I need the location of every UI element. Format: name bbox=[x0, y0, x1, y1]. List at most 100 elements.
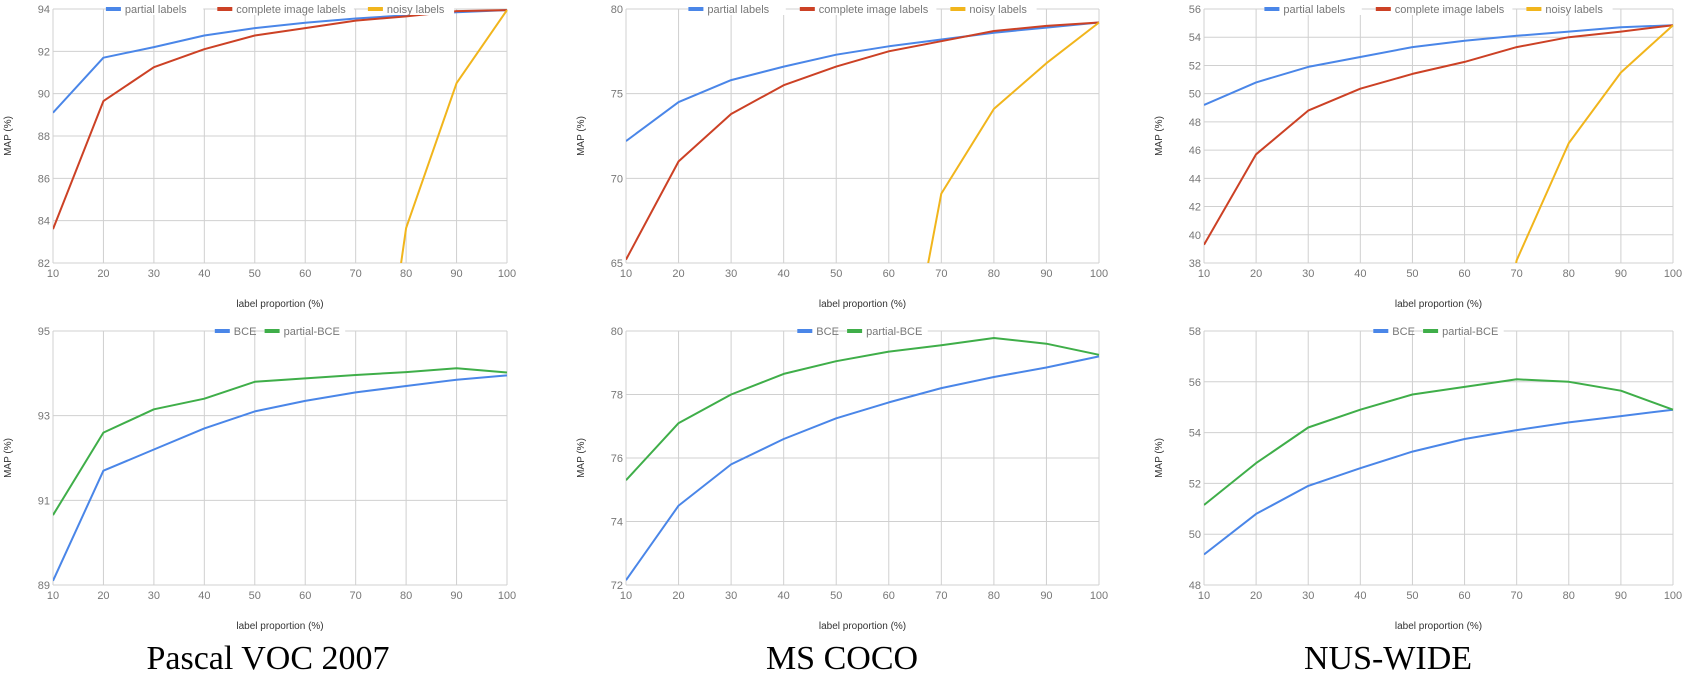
svg-text:60: 60 bbox=[1458, 590, 1470, 602]
series-complete-image-labels bbox=[626, 21, 1100, 261]
legend-label: complete image labels bbox=[1395, 4, 1505, 16]
svg-text:70: 70 bbox=[1511, 590, 1523, 602]
svg-text:46: 46 bbox=[1189, 145, 1201, 157]
chart-nus-bottom: 10 20 30 40 50 60 70 80 90 100 48 50 52 54 56 58 label p… bbox=[1154, 325, 1682, 632]
svg-text:50: 50 bbox=[249, 268, 261, 280]
svg-text:80: 80 bbox=[1563, 268, 1575, 280]
svg-text:100: 100 bbox=[1664, 268, 1682, 280]
x-axis-title: label proportion (%) bbox=[819, 621, 906, 632]
x-axis-ticks: 10 20 30 40 50 60 70 80 90 100 bbox=[47, 268, 516, 280]
svg-text:80: 80 bbox=[1563, 590, 1575, 602]
legend-swatch bbox=[799, 7, 815, 11]
series-partial-bce bbox=[626, 337, 1100, 481]
svg-text:70: 70 bbox=[350, 268, 362, 280]
gridlines bbox=[1203, 8, 1674, 264]
svg-text:56: 56 bbox=[1189, 377, 1201, 389]
svg-text:60: 60 bbox=[883, 268, 895, 280]
legend-swatch bbox=[950, 7, 966, 11]
legend-swatch bbox=[367, 7, 383, 11]
legend-swatch bbox=[1373, 329, 1389, 333]
legend-label: complete image labels bbox=[236, 4, 346, 16]
legend-swatch bbox=[217, 7, 233, 11]
svg-text:20: 20 bbox=[1250, 590, 1262, 602]
y-axis-title: MAP (%) bbox=[1154, 438, 1165, 478]
gridlines bbox=[1203, 330, 1674, 586]
svg-text:10: 10 bbox=[620, 590, 632, 602]
legend: BCE partial-BCE bbox=[1373, 325, 1504, 338]
legend-label: noisy labels bbox=[969, 4, 1027, 16]
caption-nus-wide: NUS-WIDE bbox=[1303, 640, 1473, 677]
legend: partial labels complete image labels noisy… bbox=[105, 3, 455, 16]
legend-label: partial labels bbox=[1283, 4, 1345, 16]
legend-label: partial-BCE bbox=[1442, 326, 1498, 338]
svg-text:50: 50 bbox=[1406, 590, 1418, 602]
y-axis-title: MAP (%) bbox=[576, 438, 587, 478]
svg-text:100: 100 bbox=[1090, 590, 1108, 602]
svg-text:60: 60 bbox=[299, 590, 311, 602]
svg-text:75: 75 bbox=[611, 89, 623, 101]
svg-text:40: 40 bbox=[1189, 230, 1201, 242]
svg-text:80: 80 bbox=[611, 4, 623, 16]
svg-text:38: 38 bbox=[1189, 258, 1201, 270]
svg-text:30: 30 bbox=[725, 590, 737, 602]
series-complete-image-labels bbox=[53, 9, 508, 230]
svg-text:90: 90 bbox=[1040, 590, 1052, 602]
gridlines bbox=[52, 330, 508, 586]
x-axis-ticks: 10 20 30 40 50 60 70 80 90 100 bbox=[620, 590, 1108, 602]
legend-swatch bbox=[105, 7, 121, 11]
svg-text:88: 88 bbox=[38, 131, 50, 143]
legend: partial labels complete image labels noisy… bbox=[1264, 3, 1613, 16]
svg-text:84: 84 bbox=[38, 216, 50, 228]
legend-label: noisy labels bbox=[1545, 4, 1603, 16]
svg-text:40: 40 bbox=[198, 268, 210, 280]
legend-swatch bbox=[847, 329, 863, 333]
svg-text:72: 72 bbox=[611, 580, 623, 592]
series-lines bbox=[626, 337, 1100, 581]
svg-text:90: 90 bbox=[450, 268, 462, 280]
svg-text:40: 40 bbox=[778, 268, 790, 280]
x-axis-ticks: 10 20 30 40 50 60 70 80 90 100 bbox=[1198, 268, 1682, 280]
series-lines bbox=[53, 9, 508, 263]
svg-text:74: 74 bbox=[611, 517, 623, 529]
svg-text:10: 10 bbox=[47, 590, 59, 602]
svg-text:78: 78 bbox=[611, 390, 623, 402]
svg-text:70: 70 bbox=[935, 268, 947, 280]
legend-swatch bbox=[688, 7, 704, 11]
chart-pascal-top: 10 20 30 40 50 60 70 80 90 100 82 84 86 88 90 92 94 label… bbox=[3, 3, 516, 310]
series-lines bbox=[626, 21, 1100, 263]
y-axis-ticks: 72 74 76 78 80 bbox=[611, 326, 623, 592]
svg-text:50: 50 bbox=[830, 268, 842, 280]
series-complete-image-labels bbox=[1204, 24, 1674, 246]
svg-text:92: 92 bbox=[38, 46, 50, 58]
y-axis-title: MAP (%) bbox=[1154, 116, 1165, 156]
svg-text:50: 50 bbox=[1189, 89, 1201, 101]
legend-label: partial labels bbox=[125, 4, 187, 16]
series-partial-labels bbox=[53, 9, 508, 114]
svg-text:30: 30 bbox=[1302, 268, 1314, 280]
y-axis-ticks: 65 70 75 80 bbox=[611, 4, 623, 270]
svg-text:100: 100 bbox=[498, 268, 516, 280]
svg-text:90: 90 bbox=[450, 590, 462, 602]
svg-text:70: 70 bbox=[611, 173, 623, 185]
svg-text:10: 10 bbox=[47, 268, 59, 280]
svg-text:20: 20 bbox=[1250, 268, 1262, 280]
svg-text:10: 10 bbox=[620, 268, 632, 280]
series-partial-bce bbox=[53, 367, 508, 516]
svg-text:91: 91 bbox=[38, 495, 50, 507]
svg-text:70: 70 bbox=[1511, 268, 1523, 280]
svg-text:76: 76 bbox=[611, 453, 623, 465]
svg-text:80: 80 bbox=[988, 590, 1000, 602]
y-axis-title: MAP (%) bbox=[576, 116, 587, 156]
svg-text:52: 52 bbox=[1189, 478, 1201, 490]
legend-swatch bbox=[1423, 329, 1439, 333]
svg-text:30: 30 bbox=[148, 590, 160, 602]
legend-swatch bbox=[1375, 7, 1391, 11]
legend-label: partial labels bbox=[707, 4, 769, 16]
x-axis-title: label proportion (%) bbox=[1395, 299, 1482, 310]
svg-text:93: 93 bbox=[38, 411, 50, 423]
gridlines bbox=[625, 8, 1100, 264]
svg-text:20: 20 bbox=[672, 590, 684, 602]
svg-text:54: 54 bbox=[1189, 32, 1201, 44]
